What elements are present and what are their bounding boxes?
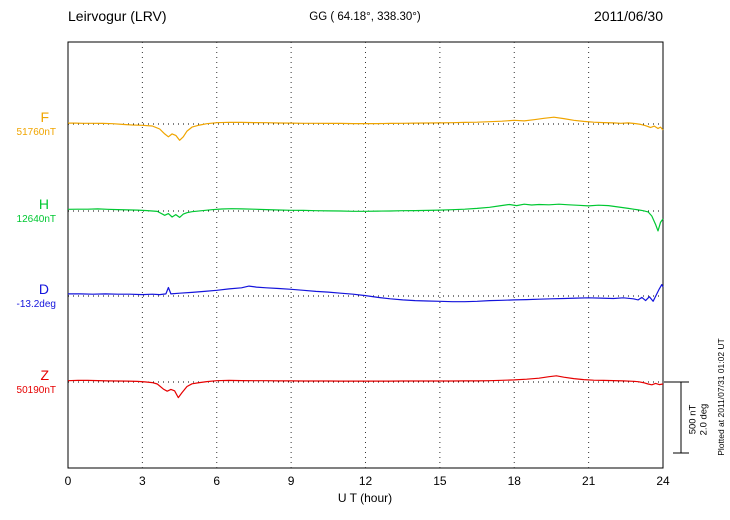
trace-letter-F: F — [40, 109, 49, 125]
x-tick-label-21: 21 — [582, 474, 596, 488]
x-tick-label-18: 18 — [508, 474, 522, 488]
x-tick-label-12: 12 — [359, 474, 373, 488]
trace-baseline-value-H: 12640nT — [16, 214, 56, 225]
plot-date: 2011/06/30 — [593, 8, 663, 24]
trace-baseline-value-F: 51760nT — [16, 127, 56, 138]
x-tick-label-15: 15 — [433, 474, 447, 488]
trace-letter-H: H — [38, 196, 49, 212]
trace-baseline-value-Z: 50190nT — [16, 385, 56, 396]
series-line-H — [67, 203, 664, 232]
x-tick-label-6: 6 — [213, 474, 220, 488]
trace-letter-D: D — [38, 281, 49, 297]
trace-letter-Z: Z — [40, 367, 49, 383]
scale-bar-deg-label: 2.0 deg — [698, 403, 710, 436]
x-tick-label-24: 24 — [656, 474, 670, 488]
trace-label-F: F 51760nT — [0, 110, 56, 138]
x-tick-label-3: 3 — [139, 474, 146, 488]
series-line-D — [68, 284, 664, 303]
plotted-at-note: Plotted at 2011/07/31 01:02 UT — [716, 338, 726, 456]
series-line-Z — [67, 375, 664, 399]
trace-label-Z: Z 50190nT — [0, 368, 56, 396]
trace-label-H: H 12640nT — [0, 197, 56, 225]
series-line-F — [68, 116, 664, 141]
station-title: Leirvogur (LRV) — [68, 8, 167, 24]
scale-bar-nt-label: 500 nT — [687, 404, 699, 435]
x-tick-label-9: 9 — [288, 474, 295, 488]
trace-label-D: D -13.2deg — [0, 282, 56, 310]
x-tick-label-0: 0 — [65, 474, 72, 488]
plot-border — [67, 41, 664, 469]
trace-baseline-value-D: -13.2deg — [16, 299, 56, 310]
geographic-coords: GG ( 64.18°, 338.30°) — [309, 11, 421, 23]
x-axis-label: U T (hour) — [337, 491, 393, 505]
